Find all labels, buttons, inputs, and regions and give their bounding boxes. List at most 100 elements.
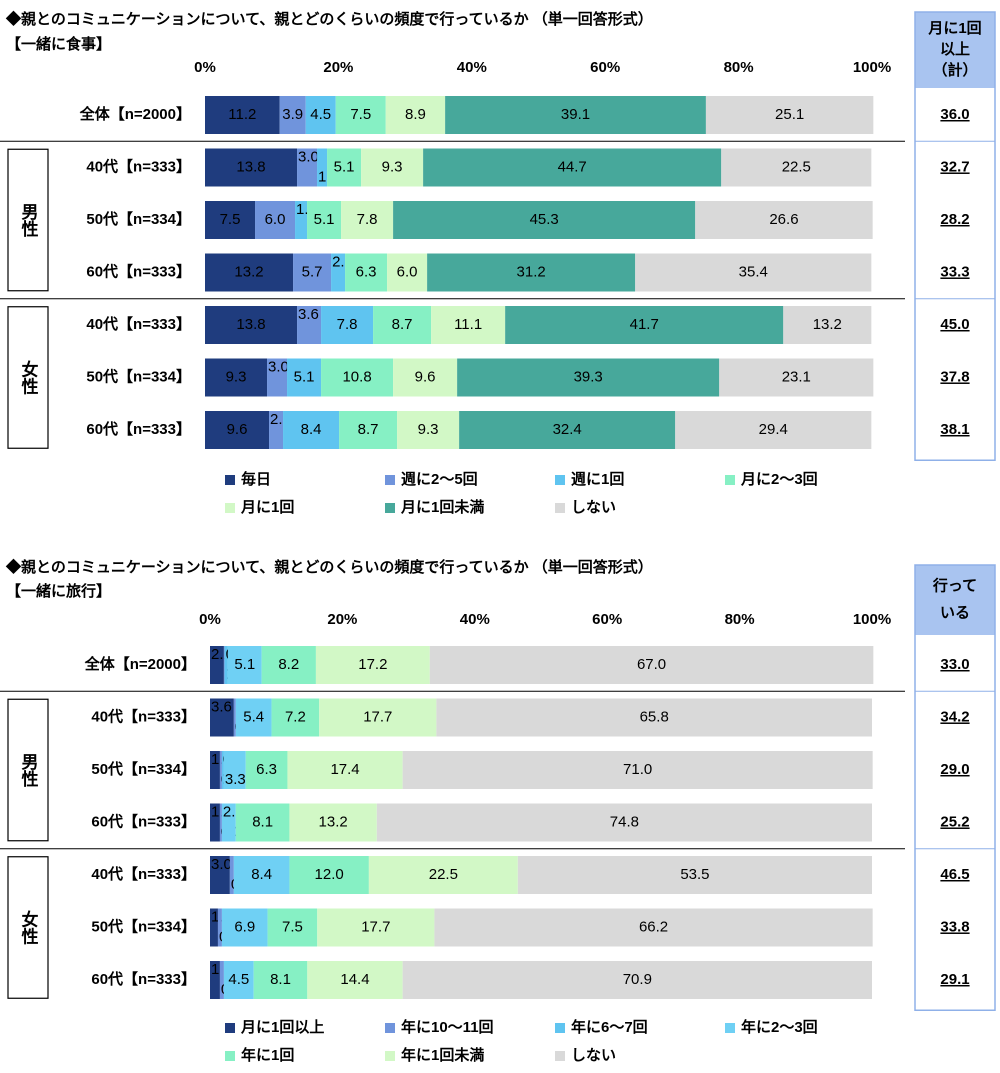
data-label: 31.2 — [517, 263, 546, 280]
data-label: 26.6 — [769, 211, 798, 228]
x-tick-label: 100% — [853, 59, 891, 76]
bar-segment — [331, 253, 346, 292]
row-label: 60代【n=333】 — [86, 420, 191, 438]
data-label: 5.1 — [294, 368, 315, 385]
legend-label: 年に1回 — [241, 1046, 294, 1064]
bar-segment — [341, 201, 394, 239]
data-label: 9.6 — [227, 421, 248, 438]
bar-segment — [279, 96, 306, 134]
legend-swatch — [225, 475, 235, 485]
group-box — [7, 306, 49, 449]
bar-segment — [436, 698, 872, 737]
legend-swatch — [555, 1023, 565, 1033]
group-box — [7, 856, 49, 999]
bar-segment — [245, 751, 288, 789]
x-tick-label: 0% — [194, 59, 216, 76]
bar-segment — [287, 751, 403, 789]
legend-label: 月に1回 — [240, 499, 294, 516]
bar-segment — [219, 961, 224, 999]
bar-segment — [305, 96, 336, 134]
legend-swatch — [385, 1051, 395, 1061]
data-label: 3.0 — [268, 358, 289, 375]
bar-segment — [297, 306, 322, 344]
data-label: 9.3 — [418, 421, 439, 438]
data-label: 44.7 — [558, 158, 587, 175]
data-label: 23.1 — [782, 368, 811, 385]
row-label: 40代【n=333】 — [86, 315, 191, 333]
summary-header: 以上 — [940, 41, 970, 58]
group-box — [7, 698, 49, 842]
data-label: 5.1 — [234, 656, 255, 673]
bar-segment — [235, 698, 272, 737]
data-label: 10.8 — [342, 368, 371, 385]
bar-segment — [205, 201, 256, 239]
data-label: 9.3 — [382, 158, 403, 175]
x-tick-label: 80% — [725, 611, 755, 628]
data-label: 17.4 — [330, 761, 359, 778]
data-label: 25.1 — [775, 106, 804, 123]
data-label: 17.7 — [363, 708, 392, 725]
data-label: 7.8 — [357, 211, 378, 228]
legend-label: 年に2～3回 — [741, 1018, 818, 1036]
data-label: 53.5 — [680, 866, 709, 883]
bar-segment — [269, 411, 284, 449]
data-label: 66.2 — [639, 918, 668, 935]
data-label: 8.7 — [358, 421, 379, 438]
bar-segment — [261, 646, 316, 684]
legend-swatch — [385, 503, 395, 513]
group-label: 女性 — [19, 359, 39, 395]
legend-swatch — [225, 503, 235, 513]
bar-segment — [429, 646, 874, 684]
data-label: 6.0 — [265, 211, 286, 228]
summary-value: 29.1 — [940, 971, 969, 988]
bar-segment — [221, 803, 236, 842]
bar-segment — [210, 908, 218, 947]
data-label: 11.2 — [228, 106, 256, 123]
data-label: 32.4 — [553, 421, 582, 438]
bar-segment — [219, 803, 222, 842]
x-tick-label: 60% — [592, 611, 622, 628]
summary-value: 33.3 — [940, 263, 969, 280]
legend-swatch — [725, 1023, 735, 1033]
data-label: 39.1 — [561, 106, 590, 123]
bar-segment — [223, 751, 246, 789]
bar-segment — [361, 148, 424, 187]
bar-segment — [459, 411, 676, 449]
bar-segment — [255, 201, 296, 239]
data-label: 3.3 — [225, 771, 246, 788]
bar-segment — [210, 803, 220, 842]
x-tick-label: 40% — [460, 611, 490, 628]
bar-segment — [224, 646, 228, 684]
bar-segment — [431, 306, 506, 344]
row-label: 全体【n=2000】 — [84, 655, 196, 673]
data-label: 7.5 — [282, 918, 303, 935]
row-label: 40代【n=333】 — [91, 707, 196, 725]
data-label: 13.8 — [236, 316, 265, 333]
legend-label: しない — [571, 499, 616, 516]
data-label: 8.4 — [301, 421, 322, 438]
bar-segment — [229, 856, 234, 894]
data-label: 11.1 — [454, 316, 482, 333]
bar-segment — [287, 358, 322, 397]
bar-segment — [205, 96, 280, 134]
bar-segment — [635, 253, 872, 292]
data-label: 5.4 — [243, 708, 264, 725]
row-label: 60代【n=333】 — [91, 812, 196, 830]
bar-segment — [307, 961, 403, 999]
bar-segment — [267, 358, 288, 397]
bar-segment — [205, 411, 270, 449]
bar-segment — [317, 148, 328, 187]
legend-label: 毎日 — [241, 470, 271, 488]
bar-segment — [393, 201, 696, 239]
data-label: 29.4 — [759, 421, 788, 438]
row-label: 40代【n=333】 — [86, 157, 191, 175]
data-label: 9.6 — [415, 368, 436, 385]
chart-subtitle: 【一緒に旅行】 — [6, 582, 111, 600]
bar-segment — [402, 751, 873, 789]
bar-segment — [315, 646, 430, 684]
summary-value: 34.2 — [940, 708, 969, 725]
chart-title: ◆親とのコミュニケーションについて、親とどのくらいの頻度で行っているか （単一回… — [5, 10, 653, 28]
data-label: 17.7 — [361, 918, 390, 935]
data-label: 74.8 — [610, 813, 639, 830]
summary-value: 33.0 — [940, 656, 969, 673]
